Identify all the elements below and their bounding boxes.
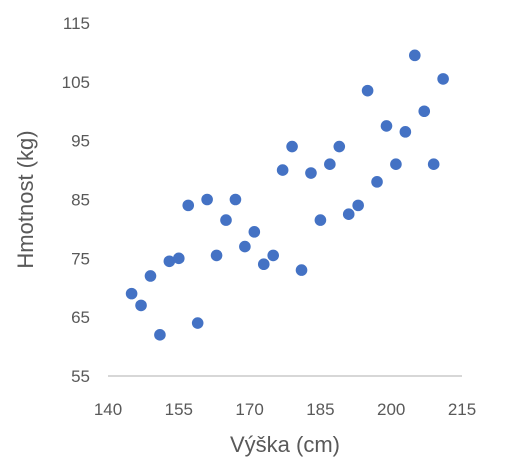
data-point — [276, 164, 289, 176]
data-point — [248, 226, 261, 238]
x-axis-label: Výška (cm) — [230, 432, 340, 457]
y-tick-label: 65 — [71, 308, 90, 327]
y-tick-label: 95 — [71, 132, 90, 151]
y-tick-labels: 55 65 75 85 95 105 115 — [62, 14, 90, 386]
x-tick-label: 215 — [448, 400, 476, 419]
y-tick-label: 75 — [71, 249, 90, 268]
y-axis-label: Hmotnost (kg) — [13, 130, 38, 268]
data-point — [239, 240, 251, 253]
data-point — [173, 252, 185, 265]
x-tick-label: 170 — [235, 400, 263, 419]
data-point — [361, 84, 374, 97]
data-points — [125, 49, 449, 341]
data-point — [399, 126, 412, 138]
data-point — [220, 214, 232, 226]
y-tick-label: 105 — [62, 73, 90, 92]
data-point — [191, 317, 204, 329]
data-point — [144, 270, 157, 282]
data-point — [380, 120, 393, 132]
data-point — [286, 140, 298, 153]
data-point — [342, 208, 355, 221]
data-point — [163, 255, 176, 268]
y-tick-label: 55 — [71, 367, 90, 386]
data-point — [390, 158, 402, 170]
x-tick-label: 200 — [377, 400, 405, 419]
x-tick-label: 185 — [306, 400, 334, 419]
x-tick-label: 140 — [94, 400, 122, 419]
data-point — [437, 73, 449, 85]
data-point — [295, 264, 308, 276]
data-point — [371, 176, 383, 188]
y-tick-label: 115 — [63, 14, 90, 33]
data-point — [201, 193, 213, 206]
data-point — [314, 214, 327, 226]
data-point — [352, 199, 364, 212]
data-point — [182, 199, 195, 212]
x-tick-labels: 140 155 170 185 200 215 — [94, 400, 476, 419]
data-point — [229, 193, 242, 206]
y-tick-label: 85 — [71, 191, 90, 210]
data-point — [333, 140, 346, 153]
data-point — [418, 105, 431, 118]
data-point — [409, 49, 421, 62]
data-point — [135, 299, 147, 312]
data-point — [305, 167, 317, 179]
data-point — [427, 158, 440, 170]
data-point — [267, 249, 280, 262]
data-point — [210, 249, 223, 262]
data-point — [125, 287, 138, 300]
x-tick-label: 155 — [165, 400, 193, 419]
data-point — [324, 158, 336, 170]
data-point — [257, 258, 270, 271]
data-point — [154, 329, 166, 341]
